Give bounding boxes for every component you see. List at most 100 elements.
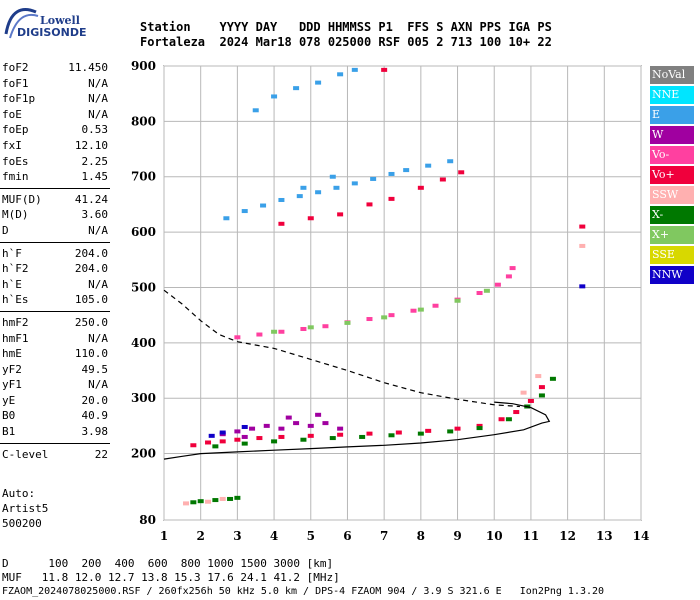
data-point xyxy=(538,385,545,390)
data-point xyxy=(205,499,212,504)
data-point xyxy=(538,393,545,398)
logo-line1: Lowell xyxy=(40,14,80,27)
param-key: B1 xyxy=(2,425,16,439)
grid-lines xyxy=(163,65,642,521)
param-value: 49.5 xyxy=(81,362,109,376)
data-point xyxy=(333,185,340,190)
data-point xyxy=(315,412,322,417)
data-point xyxy=(579,284,586,289)
data-point xyxy=(307,216,314,221)
data-point xyxy=(329,174,336,179)
param-key: h`F xyxy=(2,246,22,260)
legend-item: NNE xyxy=(650,86,694,104)
data-point xyxy=(208,433,215,438)
legend-item: W xyxy=(650,126,694,144)
param-value: 3.98 xyxy=(81,425,109,439)
data-point xyxy=(205,440,212,445)
data-point xyxy=(241,209,248,214)
param-row: foEp 0.53 xyxy=(0,122,110,138)
param-value: N/A xyxy=(88,378,108,392)
param-row: B1 3.98 xyxy=(0,424,110,440)
profile-curve-solid xyxy=(163,401,551,460)
data-point xyxy=(271,94,278,99)
param-row: foF1 N/A xyxy=(0,76,110,92)
data-point xyxy=(388,313,395,318)
x-tick-label: 13 xyxy=(596,529,613,543)
model-curves xyxy=(163,289,551,460)
x-tick-label: 7 xyxy=(380,529,388,543)
param-row: MUF(D) 41.24 xyxy=(0,192,110,208)
x-axis-ticks: 1 2 3 4 5 6 7 8 9 10 11 12 13 14 xyxy=(160,529,650,543)
data-point xyxy=(425,428,432,433)
param-value: 11.450 xyxy=(68,61,108,74)
param-key: hmF2 xyxy=(2,315,29,329)
data-point xyxy=(454,298,461,303)
data-point xyxy=(483,288,490,293)
data-point xyxy=(256,436,263,441)
data-point xyxy=(366,431,373,436)
legend-item: X+ xyxy=(650,226,694,244)
x-tick-label: 2 xyxy=(197,529,205,543)
param-row: B0 40.9 xyxy=(0,408,110,424)
logo-swoosh-icon xyxy=(4,8,39,39)
data-point xyxy=(579,243,586,248)
param-row: yE 20.0 xyxy=(0,393,110,409)
y-tick-label: 500 xyxy=(131,280,156,294)
legend-item: E xyxy=(650,106,694,124)
param-value: N/A xyxy=(88,92,108,106)
x-tick-label: 9 xyxy=(453,529,461,543)
data-point xyxy=(337,426,344,431)
data-point xyxy=(322,324,329,329)
data-point xyxy=(234,495,241,500)
data-point xyxy=(476,423,483,428)
param-key: M(D) xyxy=(2,208,29,222)
x-tick-label: 8 xyxy=(417,529,425,543)
param-key: foF2 xyxy=(2,61,29,74)
param-row: D N/A xyxy=(0,223,110,239)
data-point xyxy=(219,496,226,501)
param-row: h`Es 105.0 xyxy=(0,292,110,308)
data-point xyxy=(359,434,366,439)
data-point xyxy=(417,185,424,190)
data-point xyxy=(366,202,373,207)
data-point xyxy=(527,398,534,403)
param-value: 250.0 xyxy=(74,315,108,329)
data-point xyxy=(241,424,248,429)
y-axis-ticks: 80 200 300 400 500 600 700 800 900 xyxy=(131,59,156,527)
param-separator xyxy=(0,442,110,444)
param-separator xyxy=(0,187,110,189)
param-key: hmE xyxy=(2,347,22,361)
x-tick-label: 14 xyxy=(633,529,650,543)
param-key: fxI xyxy=(2,138,22,152)
data-point xyxy=(549,376,556,381)
data-point xyxy=(307,423,314,428)
data-point xyxy=(344,320,351,325)
data-point xyxy=(234,429,241,434)
data-point xyxy=(351,67,358,72)
param-value: 105.0 xyxy=(74,293,108,307)
param-value: 12.10 xyxy=(74,138,108,152)
auto-scaling-info: Auto: Artist5 500200 xyxy=(2,486,48,531)
data-point xyxy=(212,444,219,449)
data-point xyxy=(425,163,432,168)
param-row: h`F2 204.0 xyxy=(0,261,110,277)
param-value: N/A xyxy=(88,223,108,237)
x-tick-label: 4 xyxy=(270,529,278,543)
param-value: 22 xyxy=(94,447,108,461)
data-point xyxy=(476,291,483,295)
param-row: yF1 N/A xyxy=(0,377,110,393)
data-point xyxy=(388,171,395,176)
x-tick-label: 5 xyxy=(307,529,315,543)
data-point xyxy=(366,317,373,322)
param-row: foE N/A xyxy=(0,107,110,123)
legend-item: NoVal xyxy=(650,66,694,84)
data-point xyxy=(579,224,586,229)
param-value: 41.24 xyxy=(74,192,108,206)
data-point xyxy=(197,499,204,504)
data-point xyxy=(256,332,263,337)
legend-item: SSE xyxy=(650,246,694,264)
distance-row: D 100 200 400 600 800 1000 1500 3000 [km… xyxy=(2,557,334,570)
x-tick-label: 3 xyxy=(233,529,241,543)
x-tick-label: 11 xyxy=(523,529,540,543)
